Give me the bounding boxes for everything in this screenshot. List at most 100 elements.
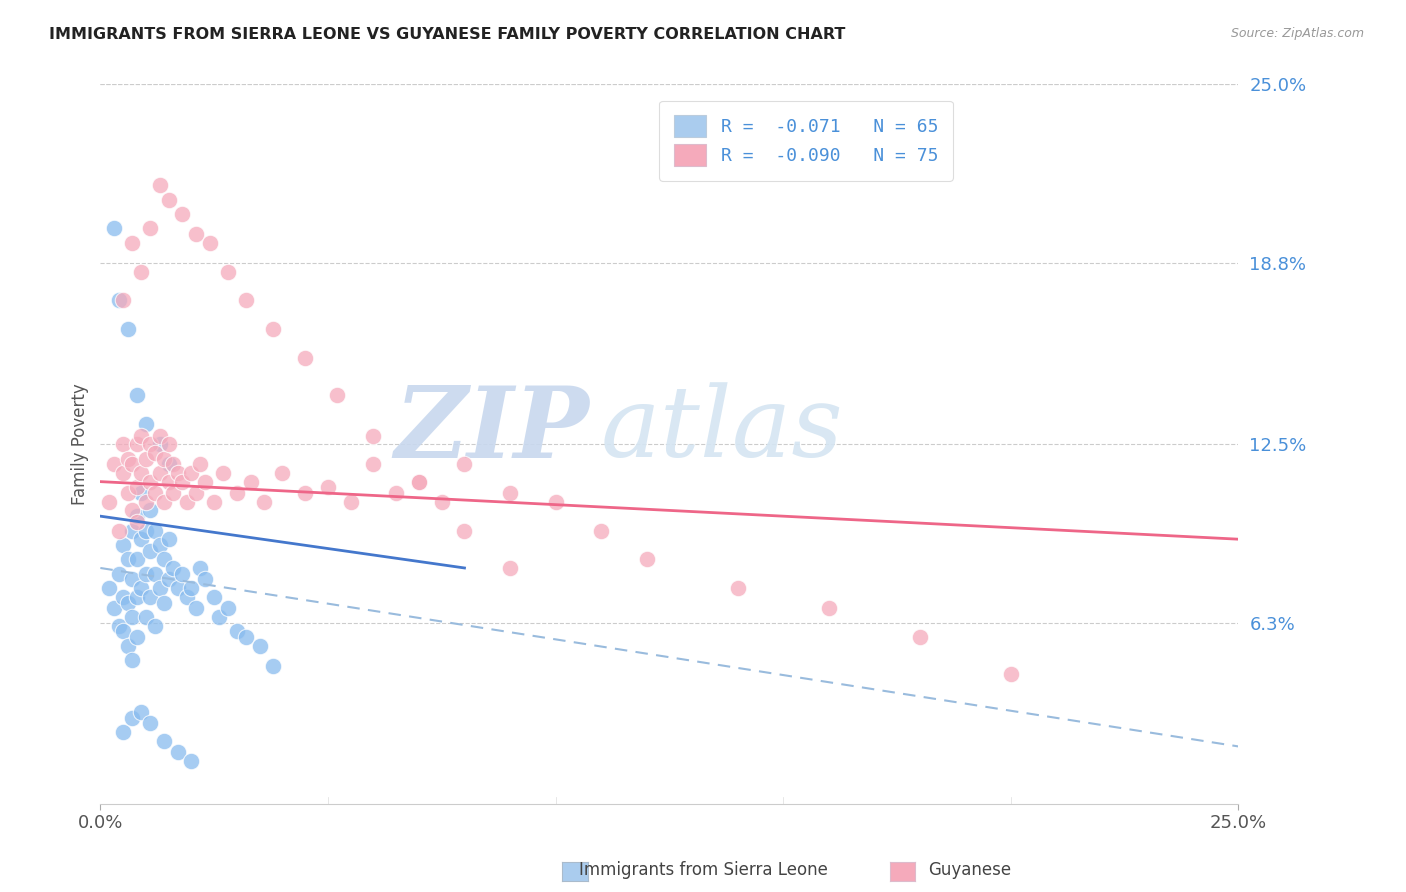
Point <box>121 458 143 472</box>
Point <box>184 227 207 241</box>
Point <box>139 543 162 558</box>
Point <box>135 495 157 509</box>
Point <box>107 524 129 538</box>
Point <box>125 509 148 524</box>
Point <box>239 475 262 489</box>
Point <box>131 581 153 595</box>
Point <box>103 601 125 615</box>
Point <box>408 475 430 489</box>
Point <box>125 552 148 566</box>
Point <box>117 486 139 500</box>
Point <box>157 532 180 546</box>
Point <box>125 630 148 644</box>
Point <box>121 573 143 587</box>
Text: IMMIGRANTS FROM SIERRA LEONE VS GUYANESE FAMILY POVERTY CORRELATION CHART: IMMIGRANTS FROM SIERRA LEONE VS GUYANESE… <box>49 27 845 42</box>
Point <box>139 590 162 604</box>
Point <box>139 716 162 731</box>
Point <box>727 581 749 595</box>
Point <box>148 538 170 552</box>
Point <box>162 561 184 575</box>
Legend: R =  -0.071   N = 65, R =  -0.090   N = 75: R = -0.071 N = 65, R = -0.090 N = 75 <box>659 101 952 181</box>
Point <box>103 458 125 472</box>
Point <box>157 475 180 489</box>
Point <box>112 293 135 308</box>
Point <box>125 480 148 494</box>
Point <box>139 221 162 235</box>
Point <box>107 618 129 632</box>
Point <box>121 524 143 538</box>
Point <box>162 486 184 500</box>
Point <box>148 437 170 451</box>
Point <box>217 601 239 615</box>
Point <box>271 466 294 480</box>
Point <box>143 446 166 460</box>
Point <box>294 351 316 365</box>
Text: Immigrants from Sierra Leone: Immigrants from Sierra Leone <box>578 861 828 879</box>
Point <box>202 590 225 604</box>
Point <box>125 515 148 529</box>
Point <box>326 388 349 402</box>
Point <box>589 524 612 538</box>
Point <box>121 235 143 250</box>
Point <box>131 466 153 480</box>
Point <box>208 610 231 624</box>
Point <box>1000 667 1022 681</box>
Point <box>180 754 202 768</box>
Point <box>148 428 170 442</box>
Text: Source: ZipAtlas.com: Source: ZipAtlas.com <box>1230 27 1364 40</box>
Point <box>339 495 361 509</box>
Point <box>908 630 931 644</box>
Point <box>184 601 207 615</box>
Point <box>235 293 257 308</box>
Point <box>148 178 170 193</box>
Point <box>166 745 188 759</box>
Point <box>430 495 453 509</box>
Point <box>499 486 522 500</box>
Point <box>176 495 198 509</box>
Point <box>162 458 184 472</box>
Point <box>112 538 135 552</box>
Point <box>172 207 194 221</box>
Point <box>225 624 247 639</box>
Point <box>157 437 180 451</box>
Point <box>143 566 166 581</box>
Point <box>453 458 475 472</box>
Point <box>135 566 157 581</box>
Point <box>135 610 157 624</box>
Point <box>499 561 522 575</box>
Point <box>544 495 567 509</box>
Point <box>112 466 135 480</box>
Point <box>262 322 284 336</box>
Point <box>194 475 217 489</box>
Point <box>131 428 153 442</box>
Point <box>125 437 148 451</box>
Point <box>184 486 207 500</box>
Point <box>157 573 180 587</box>
Point <box>135 451 157 466</box>
Y-axis label: Family Poverty: Family Poverty <box>72 384 89 505</box>
Point <box>166 581 188 595</box>
Point <box>125 388 148 402</box>
Point <box>143 524 166 538</box>
Point <box>135 417 157 431</box>
Point <box>121 503 143 517</box>
Point <box>253 495 276 509</box>
Point <box>117 639 139 653</box>
Point <box>235 630 257 644</box>
Text: ZIP: ZIP <box>395 382 589 478</box>
Point <box>135 524 157 538</box>
Point <box>121 711 143 725</box>
Point <box>117 595 139 609</box>
Point <box>125 590 148 604</box>
Point <box>153 552 176 566</box>
Point <box>148 466 170 480</box>
Point <box>131 486 153 500</box>
Point <box>190 458 212 472</box>
Point <box>107 566 129 581</box>
Point <box>385 486 408 500</box>
Point <box>153 595 176 609</box>
Point <box>153 733 176 747</box>
Point <box>363 458 385 472</box>
Point <box>121 653 143 667</box>
Point <box>180 466 202 480</box>
